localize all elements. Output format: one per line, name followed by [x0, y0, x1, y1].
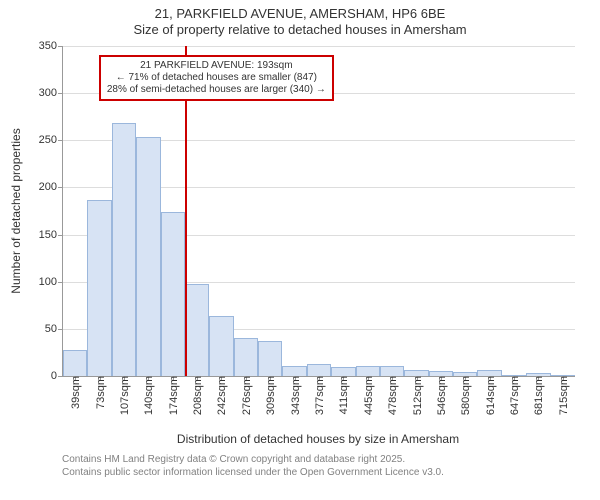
histogram-bar [282, 366, 306, 376]
x-axis-label: Distribution of detached houses by size … [177, 432, 459, 446]
histogram-bar [356, 366, 380, 376]
xtick-label: 614sqm [483, 376, 497, 415]
chart-title-line1: 21, PARKFIELD AVENUE, AMERSHAM, HP6 6BE [0, 6, 600, 22]
xtick-label: 208sqm [190, 376, 204, 415]
histogram-bar [112, 123, 136, 376]
xtick-label: 580sqm [458, 376, 472, 415]
xtick-label: 445sqm [361, 376, 375, 415]
ytick-label: 350 [39, 40, 63, 52]
footer-line1: Contains HM Land Registry data © Crown c… [62, 454, 444, 467]
footer-line2: Contains public sector information licen… [62, 467, 444, 480]
histogram-bar [161, 212, 185, 376]
histogram-bar [331, 367, 355, 376]
y-axis-label: Number of detached properties [9, 128, 23, 293]
annotation-line1: 21 PARKFIELD AVENUE: 193sqm [107, 60, 326, 72]
histogram-chart: 21, PARKFIELD AVENUE, AMERSHAM, HP6 6BE … [0, 0, 600, 500]
chart-title-block: 21, PARKFIELD AVENUE, AMERSHAM, HP6 6BE … [0, 6, 600, 37]
xtick-label: 309sqm [263, 376, 277, 415]
xtick-label: 174sqm [166, 376, 180, 415]
histogram-bar [63, 350, 87, 376]
xtick-label: 39sqm [68, 376, 82, 409]
histogram-bar [234, 338, 258, 376]
ytick-label: 150 [39, 229, 63, 241]
gridline [63, 46, 575, 47]
annotation-line2: ← 71% of detached houses are smaller (84… [107, 72, 326, 84]
plot-area: 05010015020025030035039sqm73sqm107sqm140… [62, 46, 575, 377]
xtick-label: 343sqm [288, 376, 302, 415]
xtick-label: 377sqm [312, 376, 326, 415]
xtick-label: 512sqm [410, 376, 424, 415]
chart-title-line2: Size of property relative to detached ho… [0, 22, 600, 38]
histogram-bar [87, 200, 111, 376]
footer-attribution: Contains HM Land Registry data © Crown c… [62, 454, 444, 479]
histogram-bar [185, 284, 209, 376]
xtick-label: 73sqm [93, 376, 107, 409]
annotation-box: 21 PARKFIELD AVENUE: 193sqm← 71% of deta… [99, 55, 334, 101]
histogram-bar [136, 137, 160, 376]
ytick-label: 50 [45, 323, 63, 335]
xtick-label: 140sqm [141, 376, 155, 415]
ytick-label: 300 [39, 87, 63, 99]
xtick-label: 681sqm [531, 376, 545, 415]
annotation-line3: 28% of semi-detached houses are larger (… [107, 84, 326, 96]
xtick-label: 647sqm [507, 376, 521, 415]
histogram-bar [258, 341, 282, 376]
ytick-label: 200 [39, 181, 63, 193]
ytick-label: 0 [51, 370, 63, 382]
xtick-label: 478sqm [385, 376, 399, 415]
histogram-bar [380, 366, 404, 376]
histogram-bar [307, 364, 331, 376]
xtick-label: 715sqm [556, 376, 570, 415]
histogram-bar [209, 316, 233, 376]
xtick-label: 107sqm [117, 376, 131, 415]
ytick-label: 100 [39, 276, 63, 288]
xtick-label: 411sqm [336, 376, 350, 414]
xtick-label: 276sqm [239, 376, 253, 415]
xtick-label: 242sqm [214, 376, 228, 415]
ytick-label: 250 [39, 134, 63, 146]
xtick-label: 546sqm [434, 376, 448, 415]
